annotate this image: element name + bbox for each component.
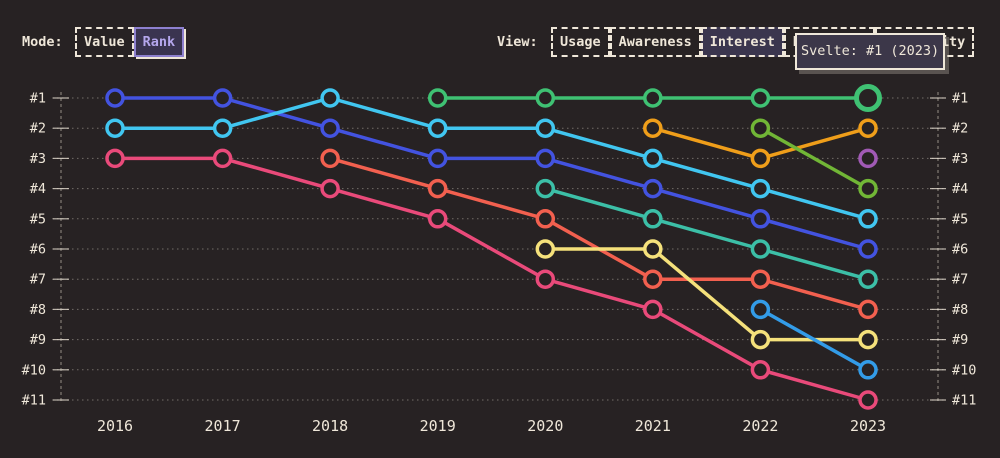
rank-label-left: #3	[30, 151, 46, 167]
marker-amber-2023[interactable]	[858, 118, 878, 138]
mode-toggle: Value Rank	[75, 27, 185, 57]
marker-rose-2020[interactable]	[535, 269, 556, 289]
year-label: 2016	[97, 417, 133, 435]
marker-Svelte-2023[interactable]	[854, 84, 882, 112]
series-line-teal	[544, 186, 869, 281]
series-line-salmon	[329, 156, 869, 312]
marker-rose-2021[interactable]	[643, 299, 663, 320]
marker-sky-2023[interactable]	[858, 360, 878, 380]
marker-blue-2016[interactable]	[105, 88, 125, 108]
view-label: View:	[497, 34, 538, 50]
rank-label-left: #5	[30, 211, 46, 227]
rank-label-left: #11	[22, 393, 46, 409]
view-usage-button[interactable]: Usage	[551, 27, 610, 57]
rank-label-right: #11	[952, 393, 976, 409]
marker-blue-2017[interactable]	[212, 88, 233, 108]
marker-rose-2022[interactable]	[750, 360, 771, 380]
series-line-rose	[115, 156, 869, 402]
rank-label-right: #3	[952, 151, 968, 167]
marker-cyan-2023[interactable]	[858, 209, 878, 229]
mode-label: Mode:	[22, 34, 63, 50]
rank-label-left: #8	[30, 302, 46, 318]
marker-rose-2018[interactable]	[320, 178, 340, 199]
marker-rose-2017[interactable]	[212, 148, 233, 169]
mode-value-button[interactable]: Value	[75, 27, 134, 57]
marker-yellow-2021[interactable]	[643, 239, 663, 259]
series-line-olive	[759, 126, 869, 191]
marker-cyan-2021[interactable]	[643, 148, 663, 169]
year-label: 2017	[205, 417, 241, 435]
marker-blue-2023[interactable]	[858, 239, 878, 259]
rank-label-left: #7	[30, 272, 46, 288]
rank-label-right: #5	[952, 211, 968, 227]
year-label: 2021	[635, 417, 671, 435]
marker-salmon-2023[interactable]	[858, 299, 878, 320]
marker-blue-2022[interactable]	[750, 209, 771, 229]
rank-label-right: #4	[952, 181, 968, 197]
marker-blue-2018[interactable]	[320, 118, 340, 138]
view-awareness-button[interactable]: Awareness	[609, 27, 701, 57]
rank-label-right: #8	[952, 302, 968, 318]
rank-label-left: #2	[30, 121, 46, 137]
marker-blue-2020[interactable]	[535, 148, 556, 169]
marker-Svelte-2020[interactable]	[535, 88, 556, 108]
marker-cyan-2016[interactable]	[105, 118, 125, 138]
marker-rose-2019[interactable]	[427, 209, 448, 229]
rank-label-left: #9	[30, 332, 46, 348]
view-interest-button[interactable]: Interest	[700, 27, 784, 57]
chart-tooltip: Svelte: #1 (2023)	[795, 33, 946, 70]
marker-cyan-2020[interactable]	[535, 118, 556, 138]
rank-label-left: #10	[22, 362, 46, 378]
marker-Svelte-2021[interactable]	[643, 88, 663, 108]
rank-label-left: #1	[30, 91, 46, 107]
marker-cyan-2017[interactable]	[212, 118, 233, 138]
rank-label-right: #10	[952, 362, 976, 378]
marker-amber-2021[interactable]	[643, 118, 663, 138]
marker-amber-2022[interactable]	[750, 148, 771, 169]
rank-label-left: #6	[30, 242, 46, 258]
rank-label-right: #9	[952, 332, 968, 348]
series-line-sky	[759, 307, 869, 372]
marker-yellow-2023[interactable]	[858, 329, 878, 350]
marker-purple-2023[interactable]	[858, 148, 878, 169]
year-label: 2020	[527, 417, 563, 435]
rank-label-left: #4	[30, 181, 46, 197]
marker-teal-2021[interactable]	[643, 209, 663, 229]
year-label: 2022	[742, 417, 778, 435]
marker-salmon-2019[interactable]	[427, 178, 448, 199]
rank-label-right: #2	[952, 121, 968, 137]
marker-cyan-2022[interactable]	[750, 178, 771, 199]
marker-salmon-2018[interactable]	[320, 148, 340, 169]
marker-olive-2022[interactable]	[750, 118, 771, 138]
marker-teal-2020[interactable]	[535, 178, 556, 199]
marker-salmon-2021[interactable]	[643, 269, 663, 289]
marker-Svelte-2019[interactable]	[427, 88, 448, 108]
series-line-cyan	[115, 96, 869, 221]
marker-Svelte-2022[interactable]	[750, 88, 771, 108]
marker-yellow-2020[interactable]	[535, 239, 556, 259]
marker-teal-2023[interactable]	[858, 269, 878, 289]
rank-label-right: #6	[952, 242, 968, 258]
marker-cyan-2018[interactable]	[320, 88, 340, 108]
rank-label-right: #1	[952, 91, 968, 107]
marker-blue-2019[interactable]	[427, 148, 448, 169]
marker-sky-2022[interactable]	[750, 299, 771, 320]
series-line-blue	[115, 96, 869, 251]
marker-yellow-2022[interactable]	[750, 329, 771, 350]
marker-olive-2023[interactable]	[858, 178, 878, 199]
marker-salmon-2022[interactable]	[750, 269, 771, 289]
marker-rose-2023[interactable]	[858, 390, 878, 410]
year-label: 2019	[420, 417, 456, 435]
marker-cyan-2019[interactable]	[427, 118, 448, 138]
marker-salmon-2020[interactable]	[535, 209, 556, 229]
year-label: 2018	[312, 417, 348, 435]
marker-blue-2021[interactable]	[643, 178, 663, 199]
marker-teal-2022[interactable]	[750, 239, 771, 259]
rank-label-right: #7	[952, 272, 968, 288]
marker-rose-2016[interactable]	[105, 148, 125, 169]
mode-rank-button[interactable]: Rank	[133, 27, 185, 57]
year-label: 2023	[850, 417, 886, 435]
